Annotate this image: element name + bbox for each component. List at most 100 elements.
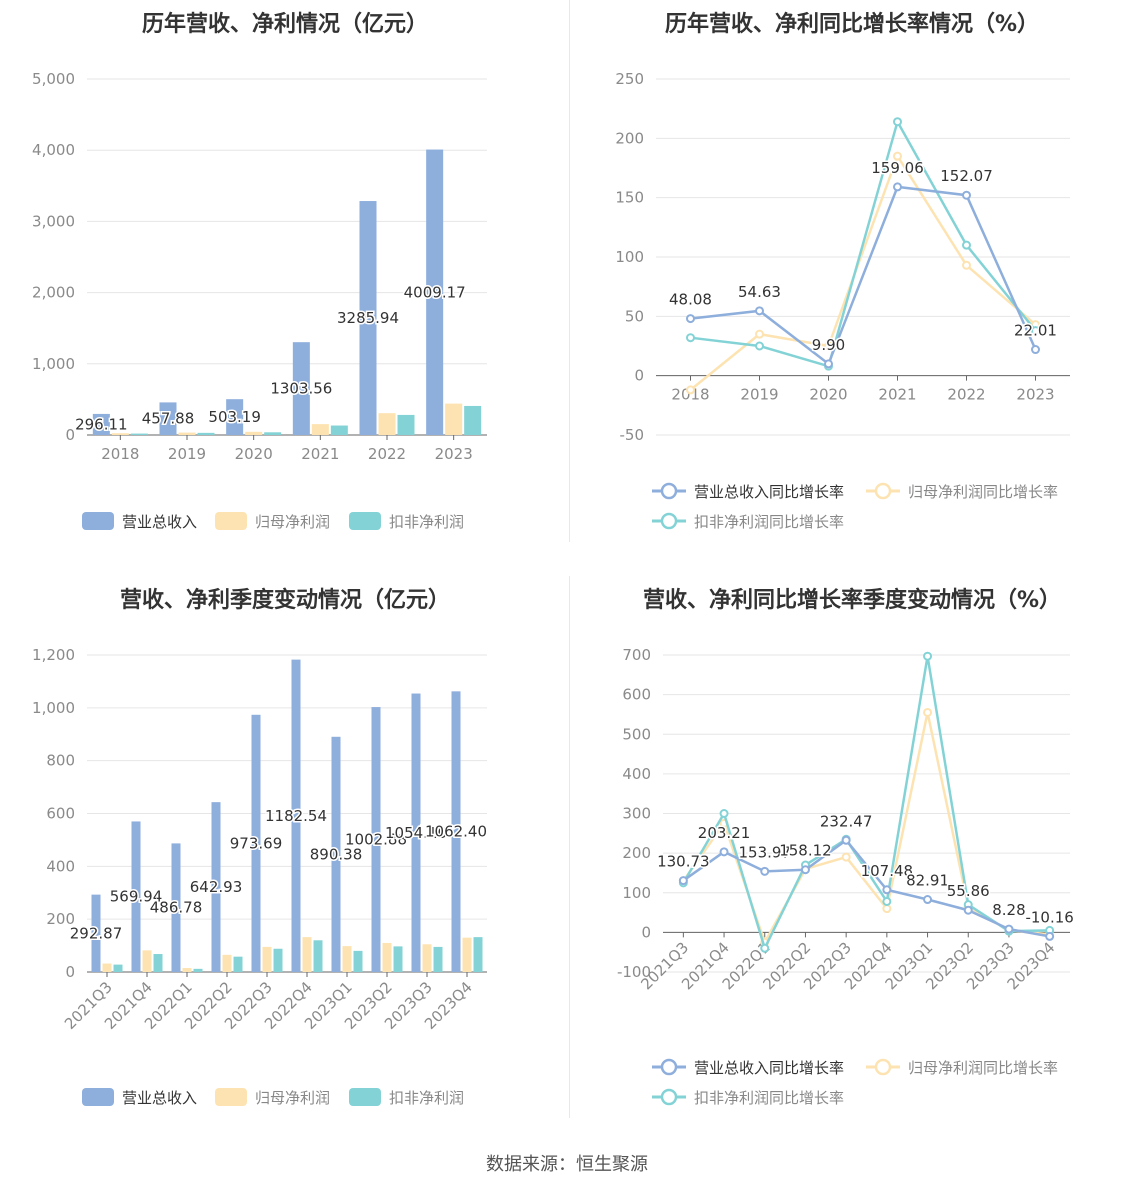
- y-tick-label: 1,000: [32, 699, 75, 717]
- data-point: [893, 117, 902, 127]
- bar-data-label: 486.78: [150, 899, 203, 917]
- y-tick-label: 700: [622, 646, 651, 664]
- bar-revenue: [331, 736, 341, 972]
- data-point: [719, 809, 729, 818]
- bar-deducted-profit: [264, 432, 282, 435]
- data-point: [800, 865, 810, 875]
- bar-revenue: [411, 693, 421, 972]
- point-data-label: 82.91: [906, 872, 949, 890]
- y-tick-label: 4,000: [32, 141, 75, 159]
- legend-label: 营业总收入同比增长率: [694, 1059, 844, 1077]
- quarterly-amounts-chart: 02004006008001,0001,2002021Q32021Q42022Q…: [32, 646, 488, 1107]
- bar-data-label: 973.69: [230, 834, 283, 852]
- bar-revenue: [131, 821, 141, 972]
- bar-data-label: 642.93: [190, 878, 243, 896]
- bar-deducted-profit: [130, 433, 148, 435]
- chart-title: 营收、净利同比增长率季度变动情况（%）: [642, 588, 1062, 613]
- series-line: [682, 655, 1050, 952]
- bar-data-label: 1002.88: [345, 831, 407, 849]
- y-tick-label: 200: [46, 910, 75, 928]
- bar-deducted-profit: [464, 405, 482, 435]
- point-data-label: 152.07: [940, 167, 993, 185]
- legend-label: 归母净利润同比增长率: [908, 483, 1058, 501]
- bar-net-profit: [111, 433, 129, 435]
- chart-title: 营收、净利季度变动情况（亿元）: [119, 588, 450, 613]
- legend-swatch-marker: [660, 1088, 678, 1106]
- data-point: [755, 329, 764, 339]
- bar-deducted-profit: [330, 425, 348, 435]
- series-line: [690, 185, 1037, 366]
- bar-net-profit: [142, 950, 152, 972]
- y-tick-label: 500: [622, 725, 651, 743]
- y-tick-label: 0: [634, 367, 644, 385]
- y-tick-label: 2,000: [32, 284, 75, 302]
- bar-revenue: [171, 843, 181, 972]
- series-line: [682, 838, 1050, 938]
- legend-swatch: [215, 1088, 247, 1106]
- legend-swatch: [82, 1088, 114, 1106]
- data-point: [962, 260, 971, 270]
- bar-revenue: [226, 399, 244, 435]
- y-tick-label: -100: [617, 963, 651, 981]
- data-point: [755, 306, 764, 316]
- y-tick-label: 0: [65, 426, 75, 444]
- data-point: [760, 866, 770, 876]
- bar-revenue: [251, 714, 261, 972]
- legend-swatch: [215, 512, 247, 530]
- bar-net-profit: [245, 431, 263, 435]
- legend-label: 扣非净利润同比增长率: [694, 1089, 844, 1107]
- legend-swatch-marker: [660, 512, 678, 530]
- bar-revenue: [426, 149, 444, 435]
- point-data-label: 9.90: [812, 336, 845, 354]
- bar-revenue: [291, 659, 301, 972]
- bar-net-profit: [462, 937, 472, 972]
- y-tick-label: 600: [46, 805, 75, 823]
- bar-net-profit: [382, 942, 392, 972]
- data-point: [962, 240, 971, 250]
- bar-data-label: 1062.40: [425, 823, 487, 841]
- series-line: [690, 118, 1037, 368]
- data-point: [923, 651, 933, 661]
- y-tick-label: 300: [622, 805, 651, 823]
- data-point: [1045, 931, 1055, 941]
- bar-deducted-profit: [273, 948, 283, 972]
- data-point: [882, 896, 892, 906]
- bar-deducted-profit: [353, 950, 363, 972]
- data-point: [841, 852, 851, 862]
- bar-data-label: 890.38: [310, 845, 363, 863]
- data-point: [923, 707, 933, 717]
- y-tick-label: 150: [615, 189, 644, 207]
- data-point: [824, 359, 833, 369]
- bar-revenue: [292, 342, 310, 435]
- x-tick-label: 2021: [878, 386, 916, 404]
- legend-label: 归母净利润: [255, 1089, 330, 1107]
- bar-revenue: [91, 894, 101, 972]
- data-point: [882, 904, 892, 914]
- bar-deducted-profit: [197, 432, 215, 435]
- bar-net-profit: [422, 944, 432, 972]
- bar-data-label: 1182.54: [265, 807, 327, 825]
- y-tick-label: 200: [615, 129, 644, 147]
- data-point: [686, 333, 695, 343]
- point-data-label: -10.16: [1025, 908, 1073, 926]
- point-data-label: 232.47: [820, 812, 873, 830]
- data-point: [1031, 326, 1040, 336]
- legend-label: 扣非净利润: [389, 513, 464, 531]
- chart-panel-annual-amounts: 历年营收、净利情况（亿元） 0 1,000 2,000 3,000 4,000 5,000…: [0, 0, 570, 560]
- y-tick-label: 600: [622, 686, 651, 704]
- data-point: [962, 190, 971, 200]
- point-data-label: 54.63: [738, 283, 781, 301]
- bar-net-profit: [342, 946, 352, 972]
- x-tick-label: 2020: [235, 445, 273, 463]
- data-point: [719, 847, 729, 857]
- bar-net-profit: [222, 954, 232, 972]
- x-tick-label: 2023: [435, 445, 473, 463]
- x-tick-label: 2023: [1016, 386, 1054, 404]
- bar-net-profit: [182, 968, 192, 972]
- x-tick-label: 2018: [671, 386, 709, 404]
- bar-deducted-profit: [433, 946, 443, 972]
- data-point: [882, 885, 892, 895]
- point-data-label: 158.12: [779, 842, 832, 860]
- point-data-label: 159.06: [871, 159, 924, 177]
- data-point: [755, 341, 764, 351]
